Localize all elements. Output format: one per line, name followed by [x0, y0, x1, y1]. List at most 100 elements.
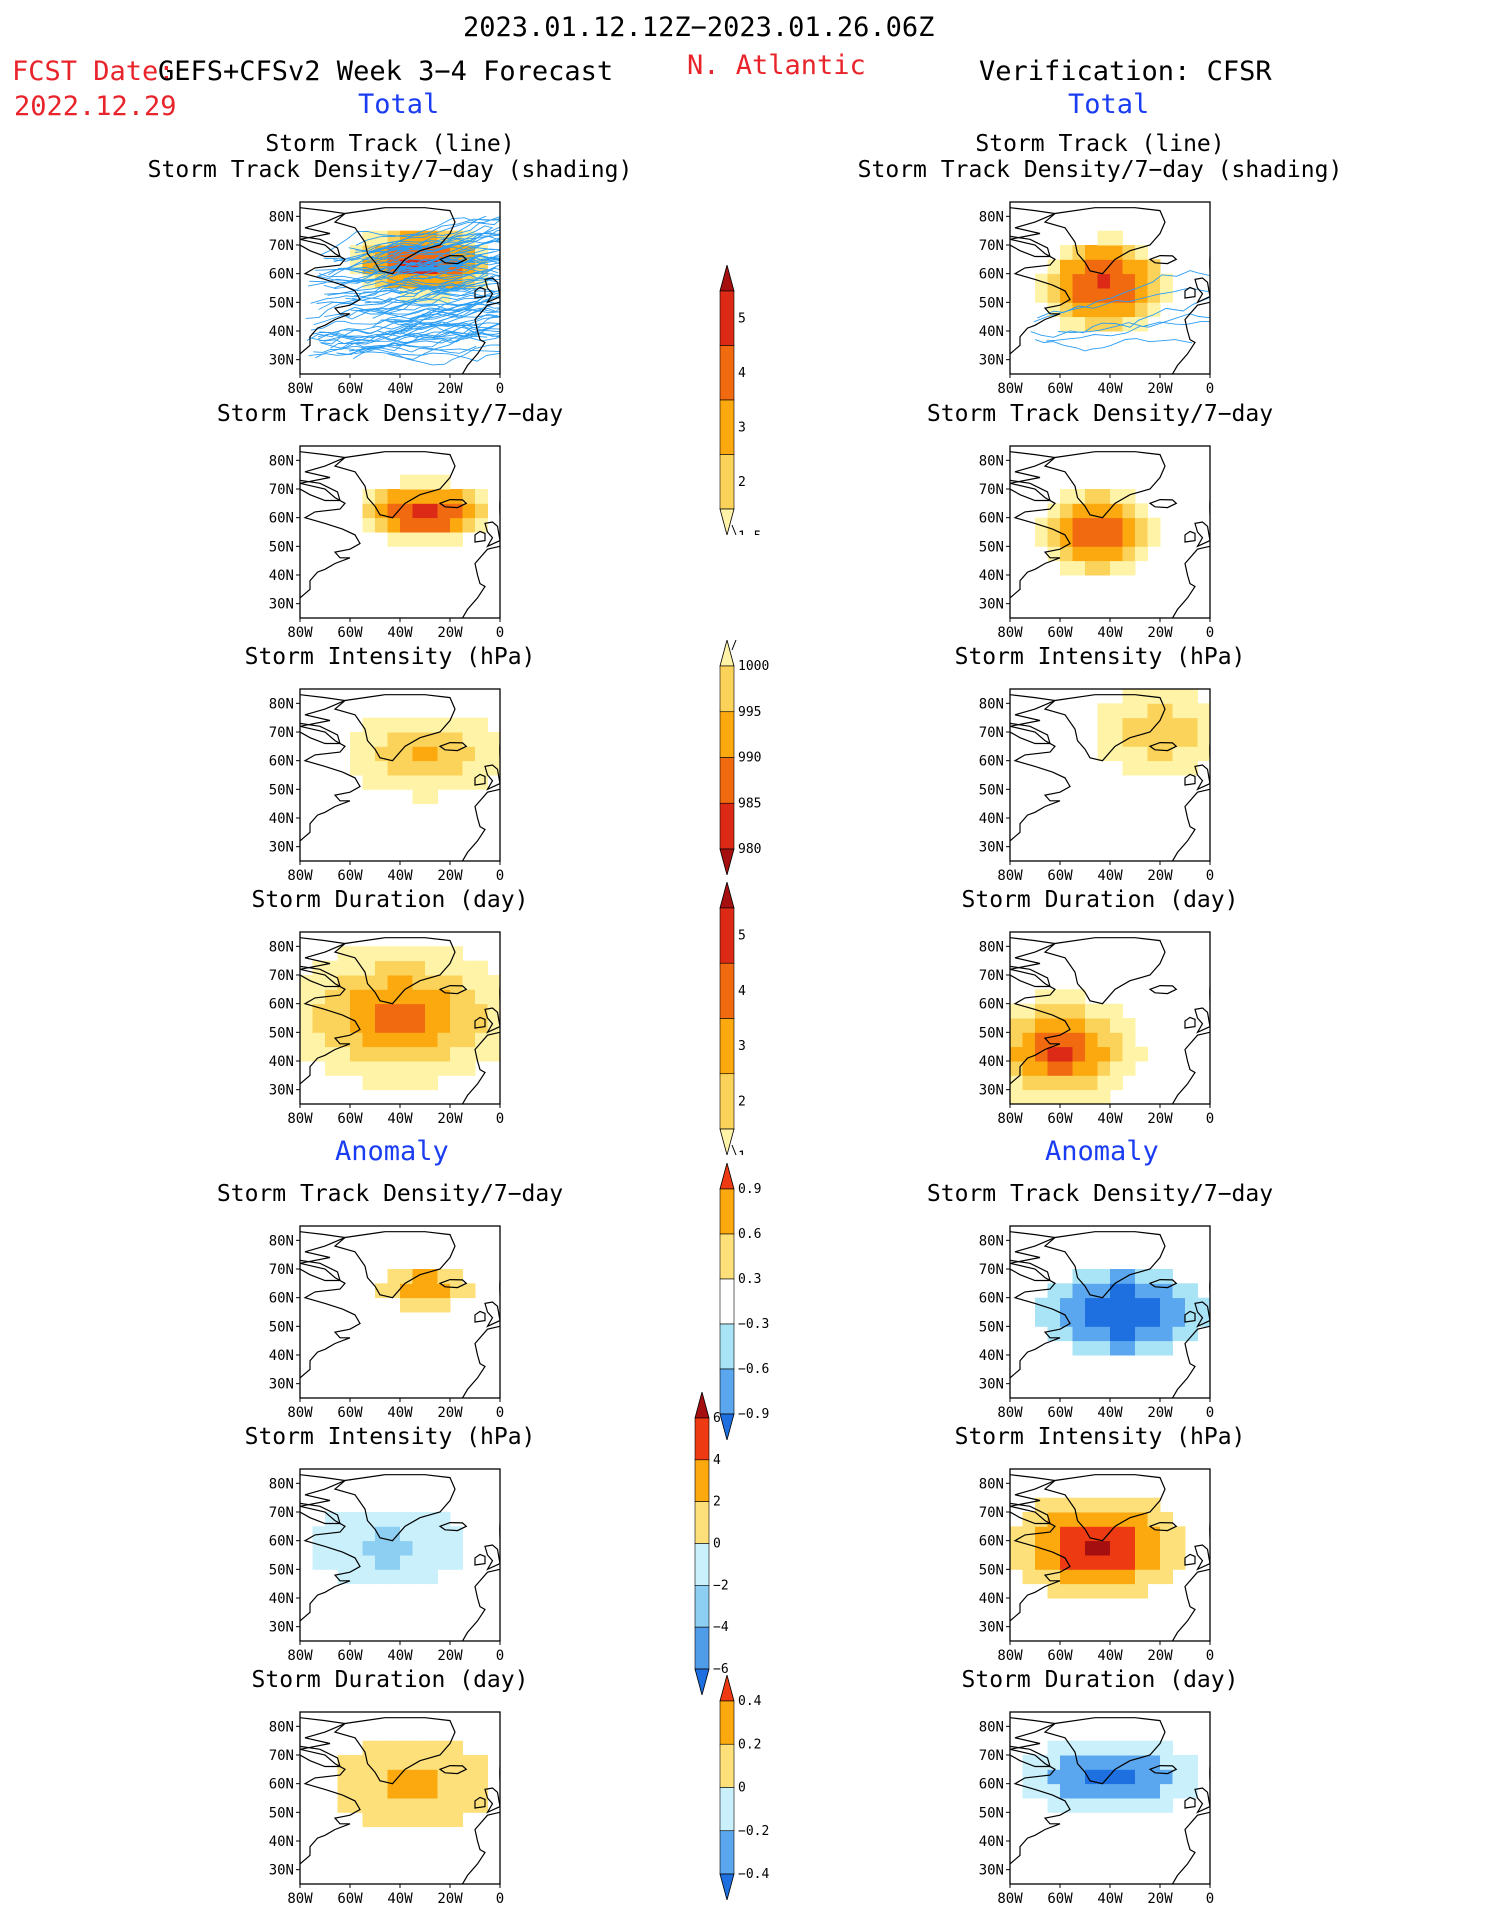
- storm-track: [372, 303, 500, 319]
- storm-track: [313, 294, 487, 326]
- grid-cell: [1060, 1569, 1073, 1585]
- grid-cell: [1072, 1089, 1086, 1104]
- grid-cell: [412, 1512, 426, 1527]
- colorbar-segment: [694, 1501, 710, 1544]
- grid-cell: [1047, 989, 1061, 1005]
- storm-track: [330, 335, 500, 349]
- grid-cell: [1097, 1326, 1111, 1342]
- lat-tick-label: 50N: [979, 1562, 1004, 1578]
- grid-cell: [387, 1512, 401, 1527]
- lon-tick-label: 0: [1206, 1405, 1214, 1421]
- grid-cell: [412, 1555, 426, 1570]
- colorbar-label: 6: [713, 1411, 721, 1426]
- storm-track: [385, 307, 500, 326]
- lat-tick-label: 40N: [269, 324, 294, 340]
- lon-tick-label: 60W: [1047, 1111, 1073, 1127]
- grid-cell: [1160, 1269, 1173, 1284]
- grid-cell: [412, 1740, 426, 1756]
- grid-cell: [1022, 1540, 1036, 1556]
- grid-cell: [325, 1555, 338, 1570]
- grid-cell: [300, 975, 313, 990]
- lon-tick-label: 20W: [1147, 868, 1173, 884]
- colorbar-segment: [719, 1787, 735, 1832]
- storm-track: [350, 288, 500, 312]
- lat-tick-label: 80N: [269, 1476, 294, 1492]
- grid-cell: [400, 1526, 413, 1542]
- grid-cell: [1072, 1075, 1086, 1091]
- grid-cell: [387, 760, 401, 776]
- grid-cell: [350, 946, 363, 962]
- lon-tick-label: 80W: [997, 1111, 1023, 1127]
- grid-cell: [325, 989, 338, 1005]
- grid-cell: [1097, 1061, 1111, 1076]
- grid-cell: [1072, 1769, 1086, 1785]
- colorbar-cap: [694, 1390, 710, 1419]
- grid-cell: [1160, 273, 1173, 289]
- lat-tick-label: 40N: [979, 1054, 1004, 1070]
- grid-cell: [1072, 259, 1086, 275]
- grid-cell: [350, 1569, 363, 1585]
- grid-cell: [337, 960, 351, 976]
- grid-cell: [325, 1526, 338, 1542]
- grid-cell: [1085, 1740, 1098, 1756]
- lat-tick-label: 80N: [269, 453, 294, 469]
- title-intensity-right: Storm Intensity (hPa): [954, 644, 1246, 670]
- colorbar-segment: [719, 345, 735, 401]
- grid-cell: [450, 532, 463, 547]
- grid-cell: [400, 1512, 413, 1527]
- grid-cell: [1147, 1740, 1161, 1756]
- grid-cell: [412, 775, 426, 790]
- storm-track: [375, 290, 500, 311]
- grid-cell: [450, 1755, 463, 1770]
- lat-tick-label: 70N: [269, 968, 294, 984]
- grid-cell: [437, 517, 451, 533]
- lat-tick-label: 30N: [269, 353, 294, 369]
- map-field: [1010, 1474, 1210, 1641]
- fcst-date-value: 2022.12.29: [14, 91, 177, 122]
- grid-cell: [1022, 1555, 1036, 1570]
- lat-tick-label: 80N: [269, 939, 294, 955]
- grid-cell: [1197, 746, 1210, 762]
- grid-cell: [1197, 1297, 1210, 1313]
- grid-cell: [337, 1061, 351, 1076]
- grid-cell: [1047, 259, 1061, 275]
- grid-cell: [1072, 1283, 1086, 1299]
- grid-cell: [400, 503, 413, 519]
- grid-cell: [362, 1569, 376, 1585]
- map-field: [300, 451, 500, 618]
- grid-cell: [1022, 1089, 1036, 1104]
- grid-cell: [1085, 316, 1098, 332]
- grid-cell: [1110, 1555, 1123, 1570]
- grid-cell: [1122, 1555, 1136, 1570]
- lat-tick-label: 50N: [979, 782, 1004, 798]
- grid-cell: [1122, 689, 1136, 704]
- grid-cell: [1060, 273, 1073, 289]
- colorbar-cap: [719, 1161, 735, 1190]
- lat-tick-label: 80N: [979, 1476, 1004, 1492]
- title-density-left: Storm Track Density/7−day: [216, 401, 564, 427]
- grid-cell: [1085, 1340, 1098, 1356]
- lat-tick-label: 80N: [269, 696, 294, 712]
- grid-cell: [1110, 1512, 1123, 1527]
- colorbar-label: 4: [738, 366, 746, 381]
- grid-cell: [387, 1798, 401, 1813]
- colorbar-label: −0.3: [738, 1317, 769, 1332]
- grid-cell: [1110, 1003, 1123, 1019]
- grid-cell: [1147, 1798, 1161, 1813]
- colorbar-cap: [719, 1673, 735, 1702]
- grid-cell: [1097, 1769, 1111, 1785]
- grid-cell: [337, 1526, 351, 1542]
- grid-cell: [1110, 1283, 1123, 1299]
- grid-cell: [400, 489, 413, 504]
- storm-track: [327, 254, 500, 296]
- lat-tick-label: 70N: [269, 725, 294, 741]
- grid-cell: [1072, 489, 1086, 504]
- grid-cell: [400, 517, 413, 533]
- lat-tick-label: 60N: [269, 1534, 294, 1550]
- lon-tick-label: 80W: [997, 1891, 1023, 1907]
- grid-cell: [375, 960, 388, 976]
- grid-cell: [1185, 732, 1198, 747]
- lat-tick-label: 40N: [269, 1834, 294, 1850]
- grid-cell: [1110, 1583, 1123, 1599]
- colorbar-cap: [719, 508, 735, 537]
